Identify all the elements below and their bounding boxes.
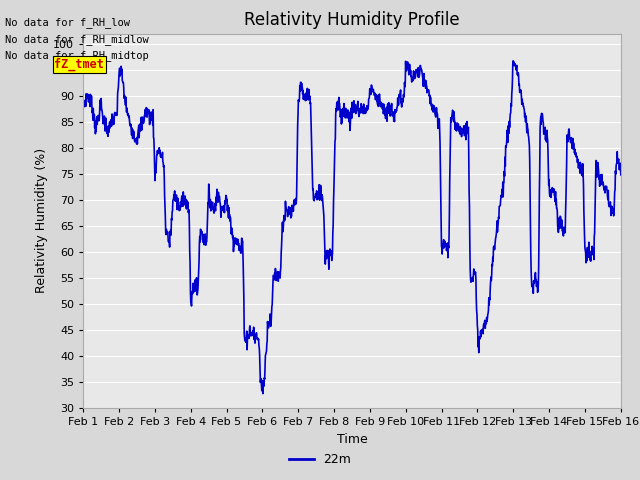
Text: fZ_tmet: fZ_tmet [54, 58, 104, 71]
Text: No data for f_RH_midtop: No data for f_RH_midtop [5, 50, 149, 61]
Text: No data for f_RH_low: No data for f_RH_low [5, 17, 130, 28]
Legend: 22m: 22m [284, 448, 356, 471]
Y-axis label: Relativity Humidity (%): Relativity Humidity (%) [35, 148, 47, 293]
Title: Relativity Humidity Profile: Relativity Humidity Profile [244, 11, 460, 29]
Text: No data for f_RH_midlow: No data for f_RH_midlow [5, 34, 149, 45]
X-axis label: Time: Time [337, 432, 367, 445]
